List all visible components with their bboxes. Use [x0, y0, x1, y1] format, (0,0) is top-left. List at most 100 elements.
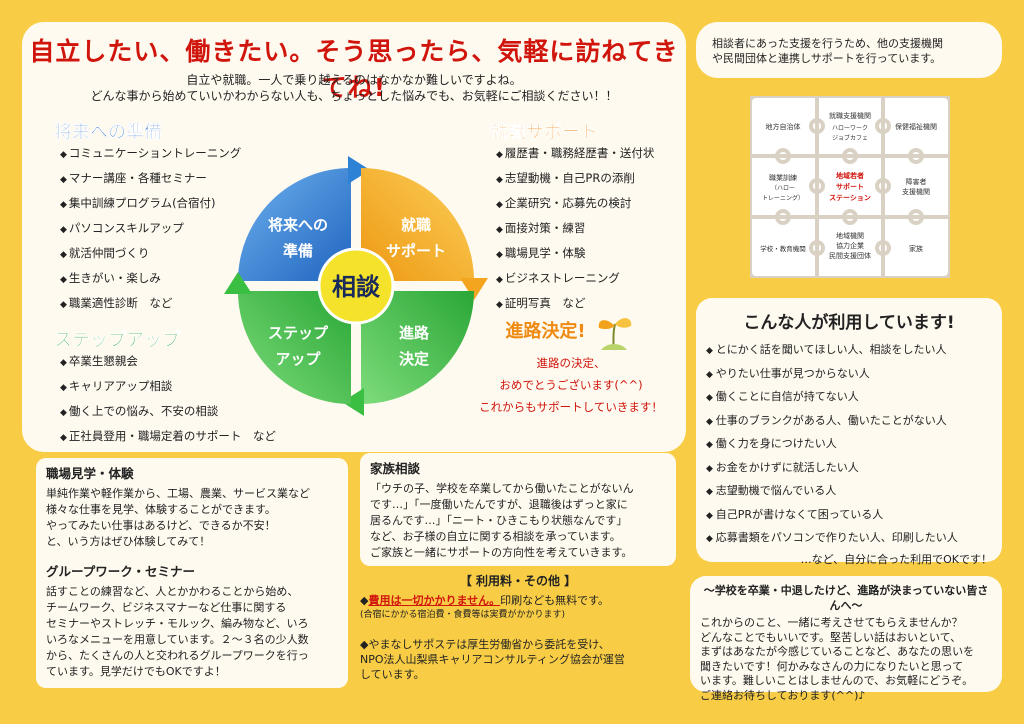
list-item: 卒業生懇親会	[60, 350, 276, 375]
fee-note: (合宿にかかる宿泊費・食費等は実費がかかります)	[360, 610, 566, 620]
puzzle-job-agency-3: ジョブカフェ	[832, 134, 868, 142]
list-item: 面接対策・練習	[496, 217, 654, 242]
fee-section: 【 利用料・その他 】 ◆費用は一切かかりません。印刷なども無料です。 (合宿に…	[360, 574, 676, 692]
list-item: 自己PRが書けなくて困っている人	[706, 504, 1002, 528]
puzzle-local-3: 民間支援団体	[829, 251, 871, 260]
family-line: 「ウチの子、学校を卒業してから働いたことがないん	[370, 482, 634, 495]
list-item: 企業研究・応募先の検討	[496, 192, 654, 217]
list-item: 応募書類をパソコンで作りたい人、印刷したい人	[706, 527, 1002, 551]
fee-line: しています。	[360, 668, 425, 681]
puzzle-school: 学校・教育機関	[760, 244, 806, 253]
list-item: お金をかけずに就活したい人	[706, 457, 1002, 481]
users-box: こんな人が利用しています! とにかく話を聞いてほしい人、相談をしたい人 やりたい…	[696, 298, 1002, 566]
group-line: セミナーやストレッチ・モルック、編み物など、いろ	[46, 617, 309, 630]
intro-line-2: どんな事から始めていいかわからない人も、ちょっとした悩みでも、お気軽にご相談くだ…	[90, 89, 618, 103]
puzzle-job-agency-2: ハローワーク	[832, 125, 868, 132]
puzzle-health: 保健福祉機関	[895, 122, 937, 131]
step-up-heading: ステップアップ	[54, 330, 180, 351]
users-list: とにかく話を聞いてほしい人、相談をしたい人 やりたい仕事が見つからない人 働くこ…	[706, 339, 1002, 551]
cycle-decision-label: 進路	[399, 324, 430, 342]
list-item: パソコンスキルアップ	[60, 217, 241, 242]
list-item: 働く力を身につけたい人	[706, 433, 1002, 457]
fee-heading: 【 利用料・その他 】	[459, 574, 577, 588]
list-item: コミュニケーショントレーニング	[60, 142, 241, 167]
workplace-line: 様々な仕事を見学、体験することができます。	[46, 503, 276, 516]
list-item: 履歴書・職務経歴書・送付状	[496, 142, 655, 167]
puzzle-local: 地域機関	[836, 231, 864, 240]
cycle-center-label: 相談	[332, 273, 381, 301]
fee-free-line: ◆費用は一切かかりません。印刷なども無料です。	[360, 594, 610, 607]
school-line: どんなことでもいいです。堅苦しい話はおいといて、	[700, 630, 962, 644]
school-line: ご連絡お待ちしております(^^)♪	[700, 688, 866, 702]
family-line: です…」「一度働いたんですが、退職後はずっと家に	[370, 498, 628, 511]
quadrant-future	[238, 168, 351, 281]
users-footer: …など、自分に合った利用でOKです！	[800, 552, 992, 566]
group-line: ています。見学だけでもOKですよ！	[46, 665, 226, 678]
list-item: 生きがい・楽しみ	[60, 267, 241, 292]
list-item: 職場見学・体験	[496, 242, 654, 267]
workplace-line: やってみたい仕事はあるけど、できるか不安！	[46, 519, 276, 532]
puzzle-disability-2: 支援機関	[902, 187, 930, 196]
puzzle-local-2: 協力企業	[836, 241, 864, 250]
cycle-future-label-2: 準備	[283, 242, 313, 260]
cycle-future-label: 将来への	[268, 216, 328, 234]
group-line: から、たくさんの人と交われるグループワークを行っ	[46, 649, 309, 662]
quadrant-step	[238, 291, 351, 404]
family-line: 居るんです…」「ニート・ひきこもり状態なんです」	[370, 514, 628, 527]
users-heading: こんな人が利用しています!	[743, 313, 955, 333]
school-line: います。難しいことはしませんので、お気軽にどうぞ。	[700, 674, 974, 687]
puzzle-family: 家族	[909, 244, 923, 253]
group-line: チームワーク、ビジネスマナーなど仕事に関する	[46, 601, 287, 614]
puzzle-training-3: トレーニング）	[762, 194, 804, 202]
workplace-heading: 職場見学・体験	[46, 466, 134, 481]
list-item: 正社員登用・職場定着のサポート など	[60, 425, 276, 450]
arrow-green-right	[342, 388, 364, 416]
puzzle-training: 職業訓練	[769, 173, 797, 182]
school-message-box: ～学校を卒業・中退したけど、進路が決まっていない皆さんへ～ これからのこと、一緒…	[690, 576, 1002, 702]
list-item: 仕事のブランクがある人、働いたことがない人	[706, 410, 1002, 434]
goal-block: 進路決定! 進路の決定、 おめでとうございます(^^) これからもサポートしてい…	[456, 312, 686, 418]
list-item: とにかく話を聞いてほしい人、相談をしたい人	[706, 339, 1002, 363]
puzzle-disability: 障害者	[906, 177, 927, 186]
sprout-icon	[598, 318, 631, 351]
school-line: 聞きたいです！何かみなさんの力になりたいと思って	[700, 659, 964, 673]
workplace-group-box: 職場見学・体験 単純作業や軽作業から、工場、農業、サービス業など 様々な仕事を見…	[36, 458, 348, 688]
fee-free-rest: 印刷なども無料です。	[500, 594, 610, 607]
arrow-green-left	[224, 272, 252, 294]
group-line: 話すことの練習など、人とかかわることから始め、	[46, 585, 299, 598]
family-line: など、お子様の自立に関する相談を承っています。	[370, 530, 621, 543]
center-circle	[317, 247, 395, 325]
list-item: キャリアアップ相談	[60, 375, 276, 400]
puzzle-center: 地域若者	[836, 171, 864, 180]
arrow-blue	[348, 156, 370, 184]
goal-title: 進路決定!	[505, 320, 586, 342]
puzzle-center-3: ステーション	[829, 194, 871, 202]
list-item: 集中訓練プログラム(合宿付)	[60, 192, 241, 217]
family-line: ご家族と一緒にサポートの方向性を考えていきます。	[370, 546, 633, 559]
list-item: 志望動機で悩んでいる人	[706, 480, 1002, 504]
goal-line-3: これからもサポートしていきます！	[479, 400, 663, 414]
cycle-decision-label-2: 決定	[399, 350, 429, 368]
intro-line-1: 自立や就職。一人で乗り越えるのはなかなか難しいですよね。	[186, 73, 522, 87]
group-work-heading: グループワーク・セミナー	[46, 564, 196, 579]
list-item: 職業適性診断 など	[60, 292, 241, 317]
network-intro-box: 相談者にあった支援を行うため、他の支援機関 や民間団体と連携しサポートを行ってい…	[696, 22, 1002, 78]
cycle-step-label-2: アップ	[275, 350, 321, 368]
job-support-list: 履歴書・職務経歴書・送付状 志望動機・自己PRの添削 企業研究・応募先の検討 面…	[496, 142, 655, 317]
support-network-puzzle: 地方自治体 就職支援機関 ハローワーク ジョブカフェ 保健福祉機関 職業訓練 （…	[750, 96, 950, 278]
cycle-step-label: ステップ	[268, 324, 329, 342]
list-item: 就活仲間づくり	[60, 242, 241, 267]
list-item: 志望動機・自己PRの添削	[496, 167, 654, 192]
puzzle-center-2: サポート	[836, 182, 864, 191]
list-item: やりたい仕事が見つからない人	[706, 363, 1002, 387]
school-line: まずはあなたが今感じていることなど、あなたの思いを	[700, 645, 975, 658]
fee-line: ◆やまなしサポステは厚生労働省から委託を受け、	[360, 638, 610, 651]
fee-free: 費用は一切かかりません。	[368, 594, 501, 607]
fee-line: NPO法人山梨県キャリアコンサルティング協会が運営	[360, 653, 625, 666]
puzzle-training-2: （ハロー	[771, 185, 795, 192]
step-up-list: 卒業生懇親会 キャリアアップ相談 働く上での悩み、不安の相談 正社員登用・職場定…	[60, 350, 276, 450]
network-line: や民間団体と連携しサポートを行っています。	[712, 52, 942, 65]
family-heading: 家族相談	[370, 461, 421, 476]
list-item: 働くことに自信が持てない人	[706, 386, 1002, 410]
list-item: マナー講座・各種セミナー	[60, 167, 241, 192]
